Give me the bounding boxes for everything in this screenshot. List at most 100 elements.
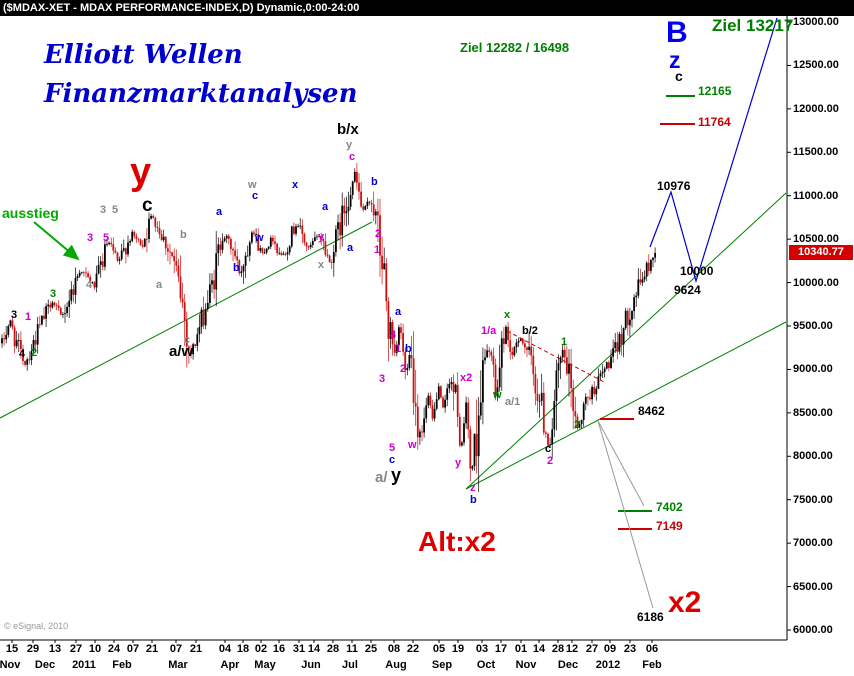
level-10976: 10976 — [657, 179, 691, 193]
copyright-label: © eSignal, 2010 — [4, 621, 69, 631]
wave-label: 1 — [374, 244, 381, 256]
window-title: ($MDAX-XET - MDAX PERFORMANCE-INDEX,D) D… — [0, 0, 854, 16]
wave-label: x — [504, 309, 511, 321]
alt-x2-right: x2 — [668, 586, 702, 619]
wave-label: x2 — [460, 372, 473, 384]
price-axis-label: 10500.00 — [793, 233, 839, 246]
time-axis-day-label: 08 — [387, 643, 401, 655]
time-axis-day-label: 25 — [364, 643, 378, 655]
wave-label: 5 — [389, 442, 396, 454]
time-axis-day-label: 13 — [48, 643, 62, 655]
wave-label: a — [216, 206, 223, 218]
wave-label: c — [389, 454, 396, 466]
time-axis-day-label: 23 — [623, 643, 637, 655]
wave-label: y — [346, 139, 353, 151]
time-axis-month-label: Dec — [557, 659, 579, 671]
price-axis-label: 8000.00 — [793, 450, 833, 463]
wave-label: 2 — [400, 363, 407, 375]
time-axis-month-label: Sep — [431, 659, 453, 671]
level-10000: 10000 — [680, 264, 714, 278]
wave-label: x — [318, 259, 325, 271]
projection-lines — [33, 17, 778, 284]
wave-label: x — [292, 179, 299, 191]
wave-label: 1 — [25, 311, 32, 323]
time-axis-month-label: Dec — [34, 659, 56, 671]
wave-label: y — [318, 231, 325, 243]
wave-label: 2 — [547, 455, 554, 467]
wave-label: 3 — [50, 288, 57, 300]
level-6186: 6186 — [637, 610, 664, 624]
wave-label: b — [180, 229, 187, 241]
wave-label: w — [493, 389, 502, 401]
wave-label: c — [252, 190, 259, 202]
wave-label: b/2 — [522, 325, 538, 337]
wave-label: c — [545, 443, 552, 455]
time-axis-day-label: 21 — [189, 643, 203, 655]
time-axis-day-label: 02 — [254, 643, 268, 655]
wave-label: 4 — [19, 348, 26, 360]
wave-label: 2 — [375, 228, 382, 240]
time-axis-day-label: 15 — [5, 643, 19, 655]
time-axis-month-label: 2012 — [595, 659, 621, 671]
time-axis-month-label: 2011 — [72, 659, 96, 671]
time-axis-month-label: Nov — [515, 659, 537, 671]
wave-label: a — [347, 242, 354, 254]
time-axis-month-label: Mar — [168, 659, 188, 671]
wave-label: b — [470, 494, 477, 506]
time-axis-day-label: 29 — [26, 643, 40, 655]
level-7402: 7402 — [656, 500, 683, 514]
wave-B: B — [666, 16, 688, 49]
wave-label: c — [184, 334, 191, 346]
wave-label: 1 — [561, 336, 568, 348]
time-axis-day-label: 05 — [432, 643, 446, 655]
wave-c-target: c — [675, 68, 683, 84]
time-axis-day-label: 10 — [88, 643, 102, 655]
time-axis-day-label: 17 — [494, 643, 508, 655]
level-8462: 8462 — [638, 404, 665, 418]
time-axis-day-label: 04 — [218, 643, 232, 655]
brand-line-1: Elliott Wellen — [44, 40, 243, 70]
time-axis-month-label: Jul — [342, 659, 358, 671]
time-axis-day-label: 21 — [145, 643, 159, 655]
wave-label: 2 — [574, 419, 581, 431]
candles — [1, 162, 656, 493]
time-axis-day-label: 12 — [565, 643, 579, 655]
price-axis-label: 7500.00 — [793, 493, 833, 506]
wave-label: 1/a — [481, 325, 497, 337]
time-axis-month-label: Nov — [0, 659, 21, 671]
wave-label: w — [408, 439, 417, 451]
price-axis-label: 13000.00 — [793, 16, 839, 28]
wave-label: a — [156, 279, 163, 291]
time-axis-day-label: 03 — [475, 643, 489, 655]
time-axis-day-label: 24 — [107, 643, 121, 655]
wave-label: y — [455, 457, 462, 469]
time-axis-day-label: 31 — [292, 643, 306, 655]
time-axis-day-label: 06 — [645, 643, 659, 655]
wave-label: 4 — [390, 329, 397, 341]
time-axis-day-label: 07 — [169, 643, 183, 655]
wave-label: 4 — [86, 279, 93, 291]
wave-c-major: c — [142, 195, 153, 216]
wave-label: 3 — [379, 373, 386, 385]
price-axis-label: 12500.00 — [793, 59, 839, 72]
time-axis-day-label: 01 — [514, 643, 528, 655]
time-axis-day-label: 22 — [406, 643, 420, 655]
time-axis-day-label: 28 — [326, 643, 340, 655]
wave-label: a — [322, 201, 329, 213]
price-axis-label: 12000.00 — [793, 102, 839, 115]
time-axis-day-label: 28 — [551, 643, 565, 655]
wave-label: 5 — [103, 232, 110, 244]
price-axis-label: 11500.00 — [793, 146, 839, 159]
wave-label: b — [233, 262, 240, 274]
time-axis-month-label: Apr — [220, 659, 240, 671]
wave-label: w — [248, 179, 257, 191]
time-axis-month-label: Feb — [642, 659, 662, 671]
time-axis-month-label: Oct — [476, 659, 496, 671]
wave-ay-black: y — [391, 465, 402, 485]
price-axis-label: 9000.00 — [793, 363, 833, 376]
wave-label: 3 — [11, 309, 18, 321]
time-axis-month-label: Aug — [385, 659, 407, 671]
level-7149: 7149 — [656, 519, 683, 533]
